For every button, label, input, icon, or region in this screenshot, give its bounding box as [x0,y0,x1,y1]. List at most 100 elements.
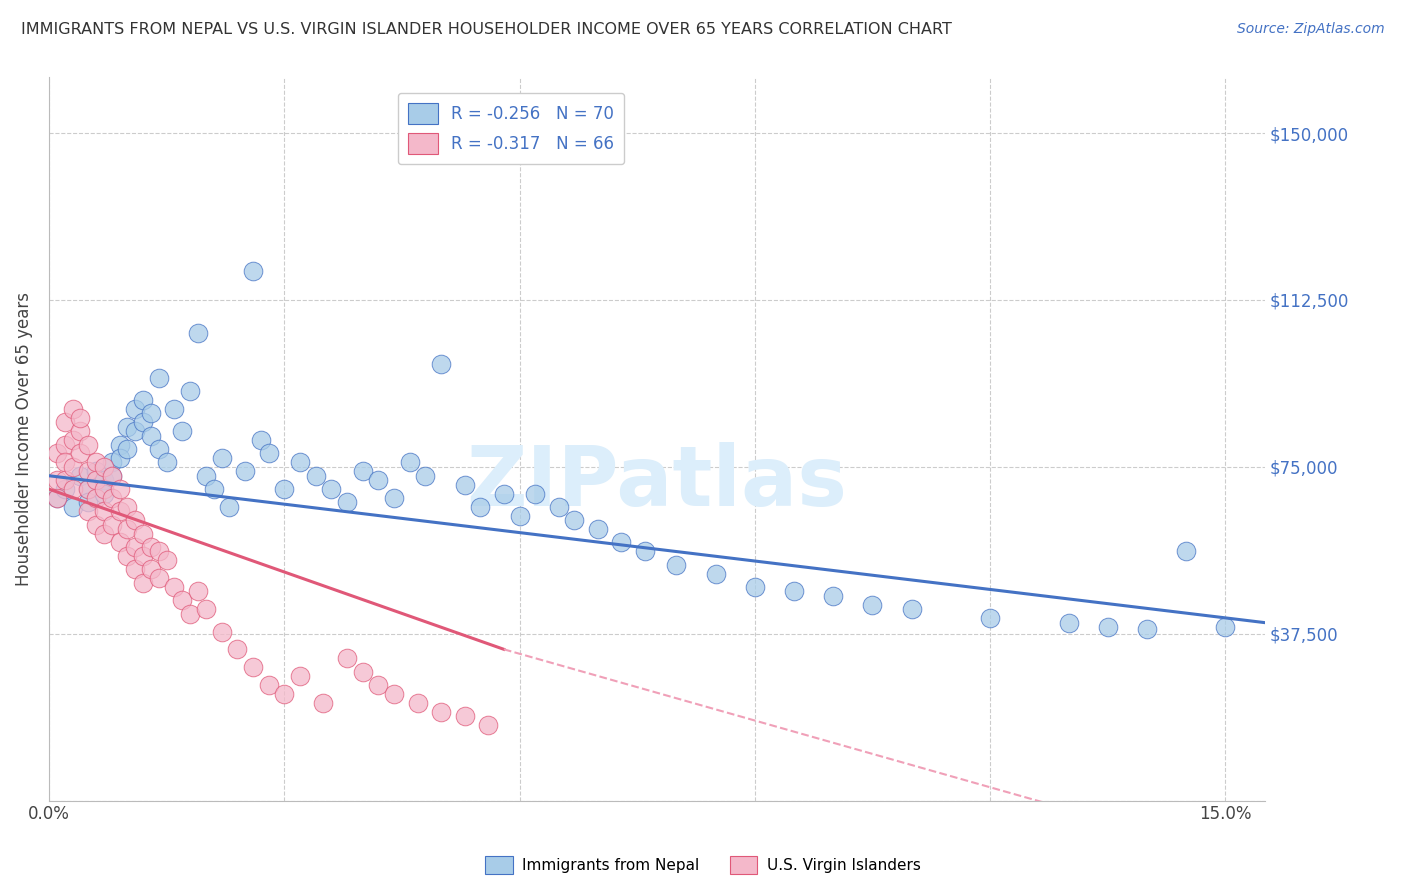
Point [93,459,115,474]
Point [336,651,359,665]
Point [249,433,271,447]
Point [139,428,162,442]
Point [187,584,209,599]
Point [100,491,122,505]
Point [77,504,100,518]
Point [53,482,76,496]
Point [77,482,100,496]
Point [108,450,131,465]
Point [84,473,107,487]
Point [62,500,84,514]
Point [979,611,1001,625]
Point [84,517,107,532]
Point [242,660,264,674]
Point [93,473,115,487]
Point [148,442,170,456]
Point [398,455,420,469]
Point [415,468,437,483]
Point [77,464,100,478]
Point [823,589,845,603]
Point [108,535,131,549]
Point [84,455,107,469]
Point [100,517,122,532]
Point [453,709,475,723]
Point [352,665,374,679]
Point [172,593,194,607]
Point [148,371,170,385]
Point [124,424,146,438]
Point [156,553,179,567]
Point [586,522,609,536]
Legend: R = -0.256   N = 70, R = -0.317   N = 66: R = -0.256 N = 70, R = -0.317 N = 66 [398,93,624,164]
Point [288,669,311,683]
Point [187,326,209,341]
Point [84,491,107,505]
Point [194,468,217,483]
Y-axis label: Householder Income Over 65 years: Householder Income Over 65 years [15,292,32,586]
Point [1175,544,1198,558]
Point [132,575,155,590]
Text: IMMIGRANTS FROM NEPAL VS U.S. VIRGIN ISLANDER HOUSEHOLDER INCOME OVER 65 YEARS C: IMMIGRANTS FROM NEPAL VS U.S. VIRGIN ISL… [21,22,952,37]
Point [257,678,280,692]
Point [257,446,280,460]
Point [132,526,155,541]
Point [783,584,806,599]
Point [69,424,91,438]
Text: Source: ZipAtlas.com: Source: ZipAtlas.com [1237,22,1385,37]
Point [744,580,766,594]
Point [336,495,359,509]
Legend: Immigrants from Nepal, U.S. Virgin Islanders: Immigrants from Nepal, U.S. Virgin Islan… [479,850,927,880]
Point [509,508,531,523]
Point [132,415,155,429]
Point [93,486,115,500]
Point [124,562,146,576]
Point [139,562,162,576]
Point [53,437,76,451]
Point [453,477,475,491]
Point [226,642,249,657]
Point [862,598,884,612]
Point [100,455,122,469]
Point [139,406,162,420]
Point [45,491,67,505]
Point [179,607,201,621]
Point [477,718,499,732]
Point [108,504,131,518]
Point [900,602,922,616]
Point [108,482,131,496]
Point [148,544,170,558]
Point [524,486,547,500]
Point [194,602,217,616]
Point [610,535,633,549]
Point [352,464,374,478]
Point [406,696,429,710]
Point [492,486,515,500]
Point [84,464,107,478]
Point [367,473,389,487]
Point [1057,615,1080,630]
Point [172,424,194,438]
Point [163,580,186,594]
Point [321,482,343,496]
Point [45,491,67,505]
Point [77,437,100,451]
Point [634,544,657,558]
Point [53,473,76,487]
Point [288,455,311,469]
Point [470,500,492,514]
Point [53,415,76,429]
Point [69,446,91,460]
Point [132,393,155,408]
Point [312,696,335,710]
Point [124,402,146,417]
Point [430,358,453,372]
Point [117,500,139,514]
Point [564,513,586,527]
Point [233,464,256,478]
Point [45,473,67,487]
Point [124,540,146,554]
Point [53,455,76,469]
Point [117,442,139,456]
Point [242,264,264,278]
Point [124,513,146,527]
